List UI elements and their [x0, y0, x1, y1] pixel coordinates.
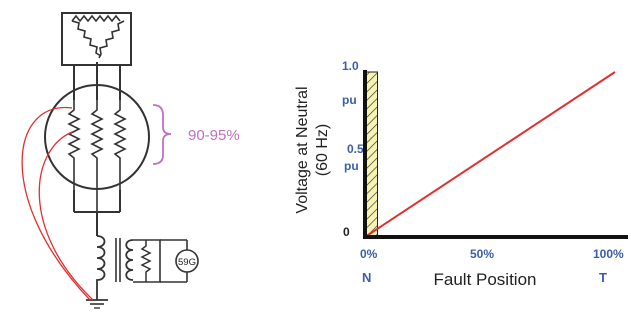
stator-winding-2 [90, 100, 104, 212]
y-tick-0.5: 0.5 [347, 142, 364, 156]
y-tick-pu-mid: pu [344, 159, 359, 173]
coverage-bracket-label: 90-95% [188, 127, 240, 144]
y-tick-0: 0 [343, 225, 350, 239]
delta-resistor-left [71, 20, 102, 57]
grounding-transformer-secondary [125, 239, 134, 281]
coverage-bracket [152, 104, 172, 165]
fault-path-inner [38, 131, 94, 301]
generator-schematic [44, 12, 199, 309]
y-axis-title-line1: Voltage at Neutral [294, 86, 311, 213]
series-line [364, 71, 616, 238]
grounding-transformer-primary [96, 235, 106, 300]
voltage-chart: Voltage at Neutral (60 Hz) 1.0 pu 0.5 pu… [294, 59, 628, 289]
stator-winding-1 [67, 100, 81, 190]
x-end-terminal: T [599, 270, 607, 285]
relay-59g-circle [175, 249, 199, 273]
y-tick-pu-top: pu [342, 93, 357, 107]
x-tick-100: 100% [593, 247, 624, 261]
x-axis-title: Fault Position [434, 270, 537, 289]
delta-resistor-top [71, 14, 121, 23]
fault-current-paths [21, 106, 94, 301]
secondary-resistor [140, 240, 152, 282]
stator-winding-3 [113, 100, 127, 190]
fault-path-outer [21, 106, 91, 301]
y-axis-title-line2: (60 Hz) [314, 124, 331, 176]
x-end-neutral: N [362, 270, 371, 285]
delta-resistor-right [98, 20, 125, 59]
ground-icon [86, 299, 108, 309]
relay-59g-label: 59G [178, 257, 196, 268]
y-tick-1.0: 1.0 [342, 59, 359, 73]
x-tick-50: 50% [470, 247, 494, 261]
x-tick-0: 0% [360, 247, 378, 261]
